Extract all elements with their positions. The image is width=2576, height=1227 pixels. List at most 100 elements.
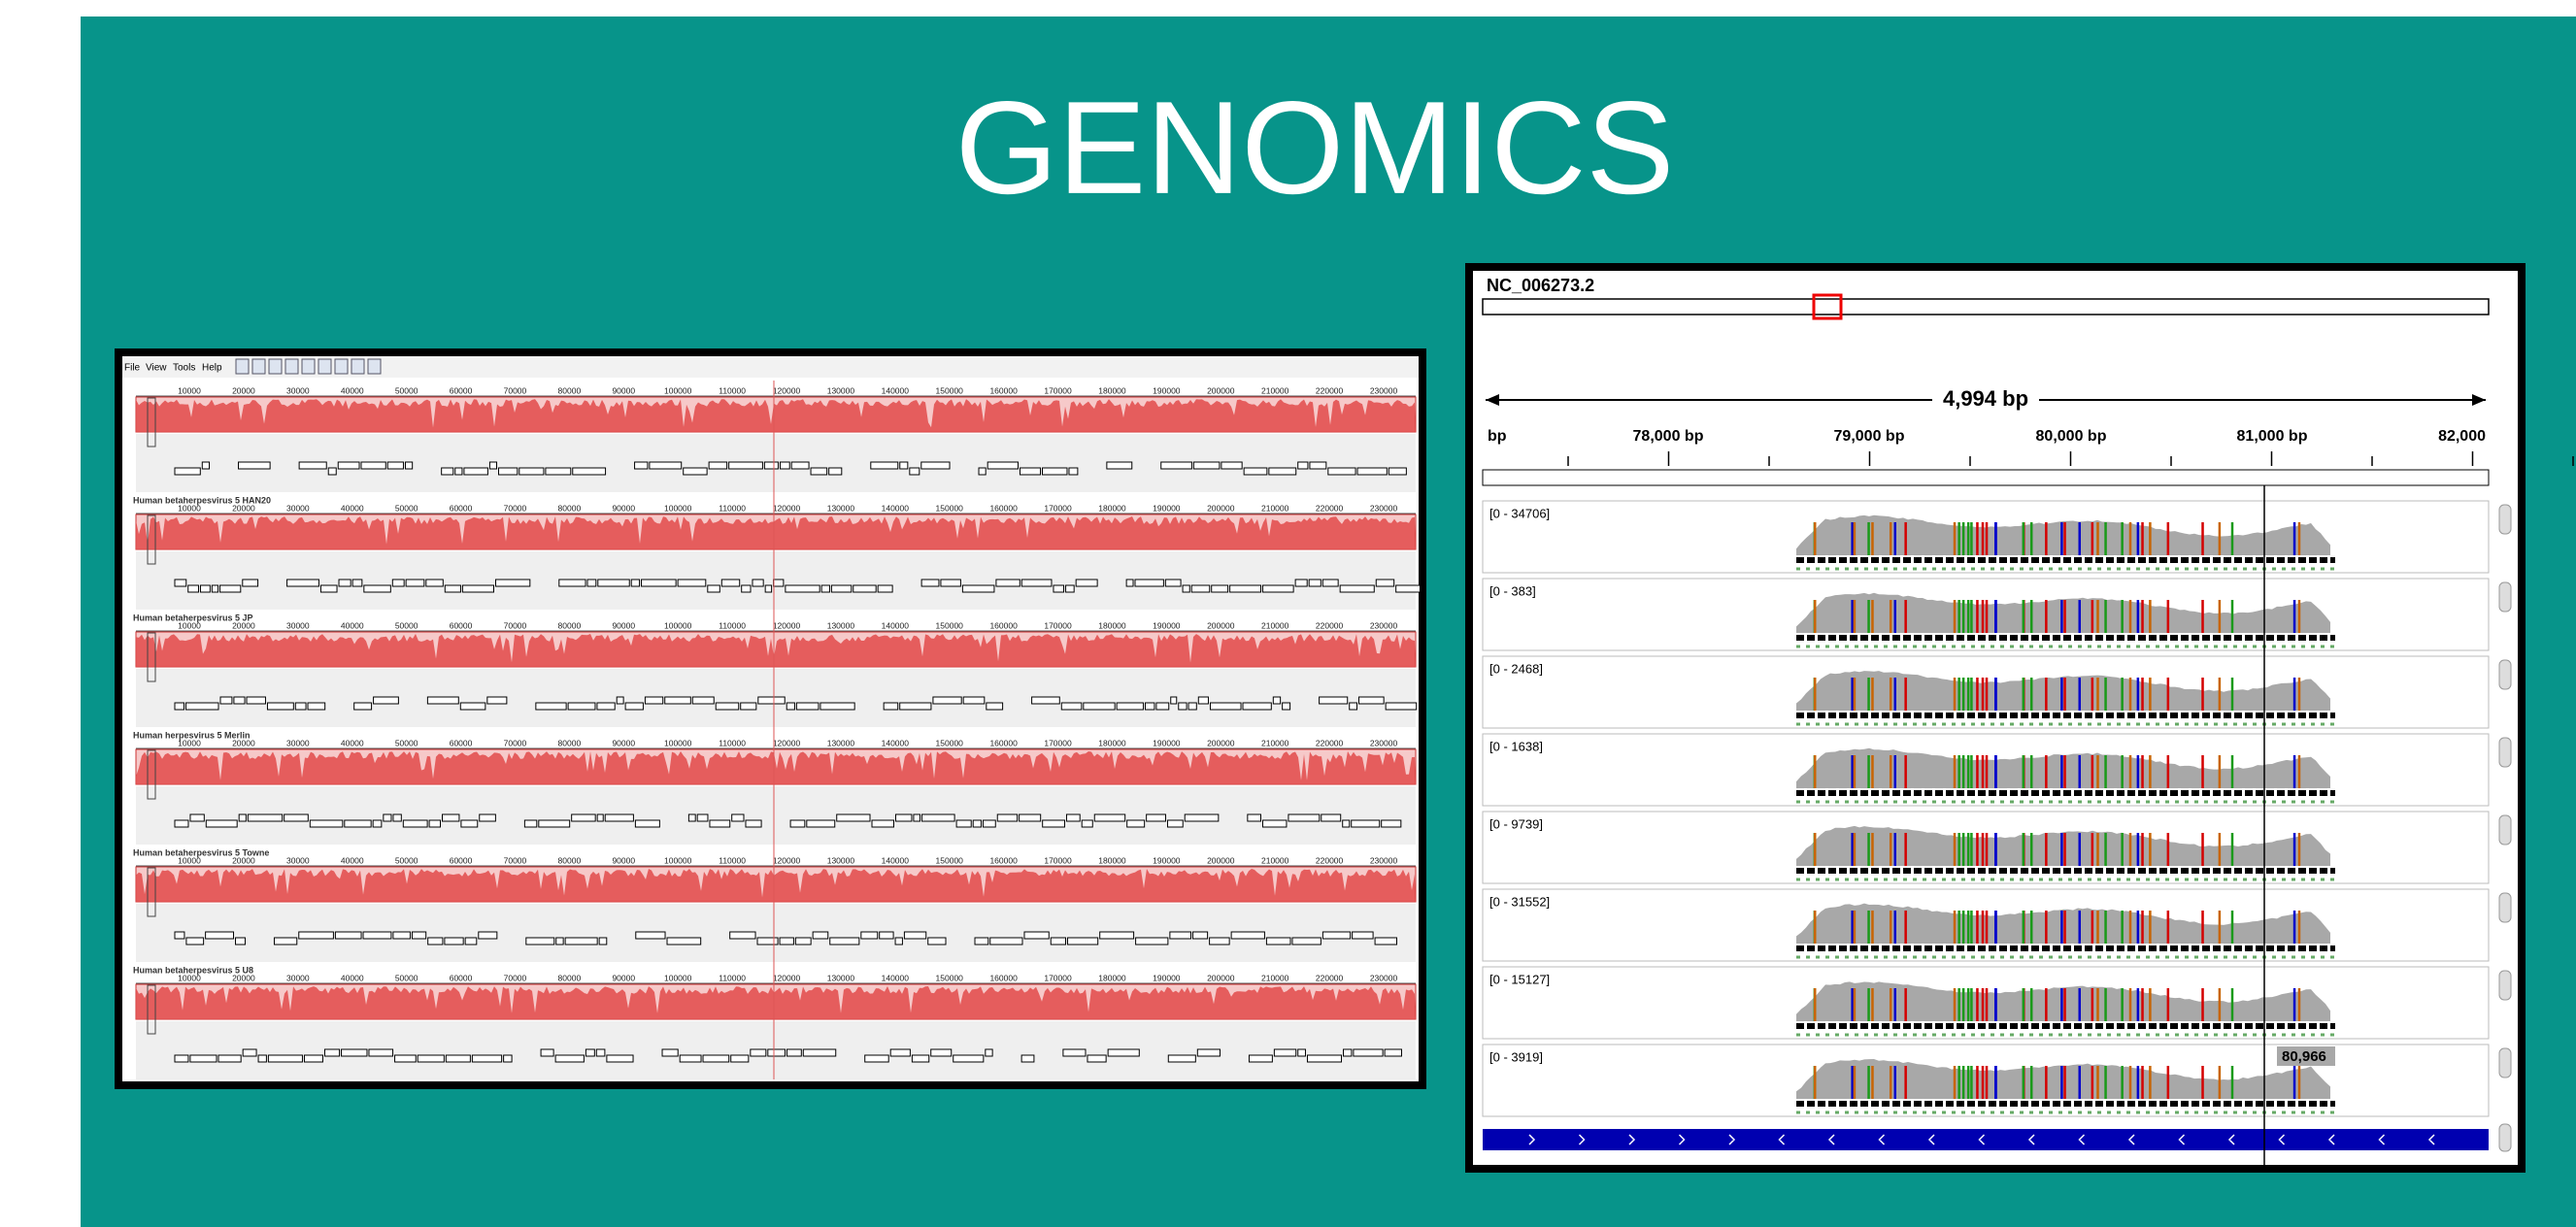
- ruler-label: 50000: [395, 738, 418, 747]
- gene-box: [572, 814, 595, 821]
- gene-box: [732, 814, 744, 821]
- gene-box: [753, 580, 763, 586]
- gene-box: [299, 932, 334, 939]
- gene-box: [709, 462, 727, 469]
- gene-box: [1076, 580, 1097, 586]
- gene-box: [175, 932, 184, 939]
- ruler-label: 180000: [1098, 385, 1126, 395]
- gene-box: [1210, 938, 1230, 945]
- ruler-label: 190000: [1153, 385, 1181, 395]
- ruler-label: 110000: [719, 738, 746, 747]
- gene-box: [175, 820, 188, 827]
- scrollbar: [2499, 1124, 2511, 1151]
- gene-box: [304, 1055, 322, 1062]
- gene-box: [1322, 580, 1338, 586]
- gene-box: [1274, 1049, 1295, 1056]
- gene-box: [403, 820, 427, 827]
- ruler-label: 90000: [612, 855, 635, 865]
- menu-bar: [122, 356, 1419, 378]
- gene-box: [1249, 1055, 1272, 1062]
- ruler-label: 80,000 bp: [2036, 428, 2107, 445]
- gene-box: [445, 585, 460, 592]
- gene-box: [504, 1055, 512, 1062]
- similarity-profile: [136, 516, 1416, 549]
- gene-box: [1191, 585, 1209, 592]
- gene-box: [1188, 703, 1196, 710]
- ruler-label: 170000: [1044, 973, 1072, 982]
- gene-box: [1198, 697, 1208, 704]
- gene-box: [427, 697, 458, 704]
- gene-box: [1147, 814, 1166, 821]
- gene-box: [1197, 1049, 1220, 1056]
- gene-box: [1082, 820, 1092, 827]
- gene-box: [688, 814, 695, 821]
- gene-box: [1161, 462, 1192, 469]
- gene-box: [697, 814, 708, 821]
- gene-box: [791, 462, 809, 469]
- track-range: [0 - 1638]: [1489, 739, 1543, 753]
- gene-box: [692, 697, 714, 704]
- ruler-label: 140000: [882, 855, 910, 865]
- gene-box: [721, 580, 739, 586]
- gene-box: [645, 697, 662, 704]
- gene-box: [1385, 1049, 1401, 1056]
- gene-box: [662, 1049, 678, 1056]
- gene-box: [239, 814, 246, 821]
- gene-box: [597, 814, 603, 821]
- ruler-label: 60000: [450, 385, 473, 395]
- gene-box: [596, 1049, 605, 1056]
- gene-box: [1352, 820, 1380, 827]
- gene-box: [324, 1049, 339, 1056]
- ruler-label: 100000: [664, 385, 692, 395]
- ruler-label: 130000: [827, 973, 855, 982]
- ruler-label: 90000: [612, 503, 635, 513]
- ruler-label: 160000: [989, 973, 1018, 982]
- ruler-label: 110000: [719, 855, 746, 865]
- gene-box: [764, 462, 778, 469]
- ruler-label: 80000: [558, 503, 582, 513]
- gene-box: [987, 462, 1018, 469]
- gene-box: [190, 814, 204, 821]
- gene-box: [352, 580, 362, 586]
- gene-box: [921, 462, 950, 469]
- gene-box: [247, 697, 265, 704]
- track-range: [0 - 383]: [1489, 583, 1536, 598]
- gene-box: [339, 580, 351, 586]
- ruler-label: 190000: [1153, 973, 1181, 982]
- ruler-label: 180000: [1098, 855, 1126, 865]
- gene-box: [460, 703, 485, 710]
- gene-box: [1020, 814, 1041, 821]
- gene-box: [234, 697, 245, 704]
- gene-box: [871, 462, 898, 469]
- gene-box: [212, 585, 217, 592]
- ruler-label: 120000: [773, 738, 801, 747]
- ruler-label: 130000: [827, 385, 855, 395]
- ruler-label: 70000: [504, 385, 527, 395]
- gene-box: [1051, 938, 1065, 945]
- gene-box: [295, 703, 306, 710]
- sequence-name: NC_006273.2: [1487, 276, 1594, 295]
- menu-item: Tools: [173, 363, 195, 374]
- ruler-label: 170000: [1044, 855, 1072, 865]
- ruler-label: 130000: [827, 855, 855, 865]
- toolbar-icon: [318, 359, 331, 374]
- ruler-label: 30000: [286, 973, 310, 982]
- gene-box: [1375, 938, 1396, 945]
- ruler-label: 40000: [341, 738, 364, 747]
- gene-box: [1382, 820, 1401, 827]
- scrollbar: [2499, 1048, 2511, 1078]
- ruler-label: 230000: [1370, 738, 1398, 747]
- gene-box: [716, 703, 738, 710]
- gene-box: [428, 938, 443, 945]
- gene-box: [731, 1055, 749, 1062]
- gene-box: [990, 938, 1022, 945]
- chromosome-bar: [1483, 299, 2489, 315]
- gene-box: [1117, 703, 1143, 710]
- ruler-label: 50000: [395, 855, 418, 865]
- gene-box: [1244, 468, 1267, 475]
- gene-box: [796, 703, 819, 710]
- gene-box: [979, 468, 986, 475]
- gene-box: [1350, 703, 1357, 710]
- gene-box: [987, 703, 1003, 710]
- gene-box: [175, 580, 186, 586]
